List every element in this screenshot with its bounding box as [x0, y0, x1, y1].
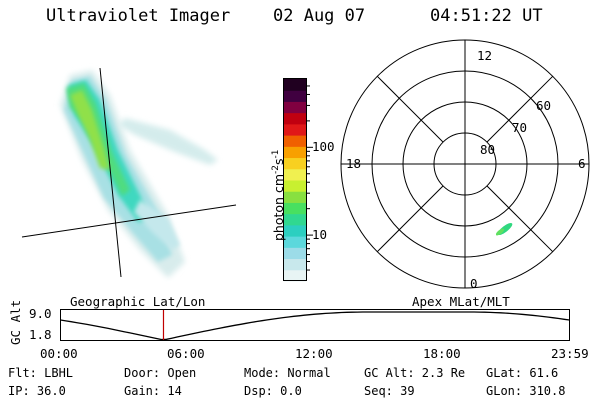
- colorbar-tick-label: 10: [312, 227, 328, 243]
- colorbar-cell: [284, 236, 306, 248]
- colorbar-cell: [284, 180, 306, 192]
- colorbar-cell: [284, 213, 306, 226]
- altitude-axis-label: GC Alt: [8, 299, 23, 345]
- polar-label-12: 12: [477, 48, 493, 63]
- colorbar-cell: [284, 135, 306, 147]
- x-tick-1200: 12:00: [295, 346, 333, 361]
- altitude-y-max: 9.0: [29, 306, 52, 321]
- colorbar-cell: [284, 146, 306, 159]
- aurora-emission: [60, 70, 218, 278]
- colorbar-cell: [284, 269, 306, 282]
- altitude-plot: [60, 309, 570, 341]
- polar-label-60: 60: [536, 98, 552, 113]
- date-label: 02 Aug 07: [273, 6, 366, 26]
- polar-aurora-patch: [495, 222, 513, 236]
- colorbar-cell: [284, 79, 306, 91]
- gc-alt-info: GC Alt: 2.3 Re: [364, 366, 466, 380]
- colorbar: [283, 78, 313, 282]
- colorbar-label: photon cm-2s-1: [271, 149, 287, 241]
- colorbar-cell: [284, 123, 306, 136]
- x-tick-0000: 00:00: [40, 346, 78, 361]
- ip-info: IP: 36.0: [8, 384, 66, 398]
- time-label: 04:51:22 UT: [430, 6, 543, 26]
- polar-plot: [340, 39, 590, 289]
- seq-info: Seq: 39: [364, 384, 415, 398]
- gain-info: Gain: 14: [124, 384, 182, 398]
- polar-label-0: 0: [470, 276, 478, 291]
- colorbar-cell: [284, 112, 306, 125]
- door-info: Door: Open: [124, 366, 197, 380]
- polar-label-70: 70: [512, 120, 528, 135]
- altitude-y-min: 1.8: [29, 327, 52, 342]
- colorbar-tick-label: 100: [312, 139, 335, 155]
- longitude-line: [99, 67, 122, 278]
- x-tick-2359: 23:59: [551, 346, 589, 361]
- instrument-title: Ultraviolet Imager: [46, 6, 231, 26]
- filter-info: Flt: LBHL: [8, 366, 74, 380]
- glon-info: GLon: 310.8: [486, 384, 566, 398]
- altitude-right-title: Apex MLat/MLT: [412, 294, 510, 309]
- mode-info: Mode: Normal: [244, 366, 331, 380]
- colorbar-cell: [284, 247, 306, 260]
- latitude-line: [21, 204, 237, 238]
- colorbar-cell: [284, 157, 306, 170]
- altitude-left-title: Geographic Lat/Lon: [70, 294, 206, 309]
- colorbar-cell: [284, 258, 306, 271]
- altitude-curve: [60, 311, 570, 341]
- polar-label-18: 18: [346, 156, 362, 171]
- colorbar-cell: [284, 90, 306, 102]
- glat-info: GLat: 61.6: [486, 366, 559, 380]
- polar-label-6: 6: [578, 156, 586, 171]
- colorbar-cell: [284, 168, 306, 181]
- colorbar-cell: [284, 101, 306, 114]
- x-tick-1800: 18:00: [423, 346, 461, 361]
- colorbar-cell: [284, 191, 306, 203]
- dsp-info: Dsp: 0.0: [244, 384, 302, 398]
- x-tick-0600: 06:00: [167, 346, 205, 361]
- colorbar-cell: [284, 224, 306, 237]
- polar-label-80: 80: [480, 142, 496, 157]
- colorbar-cell: [284, 202, 306, 215]
